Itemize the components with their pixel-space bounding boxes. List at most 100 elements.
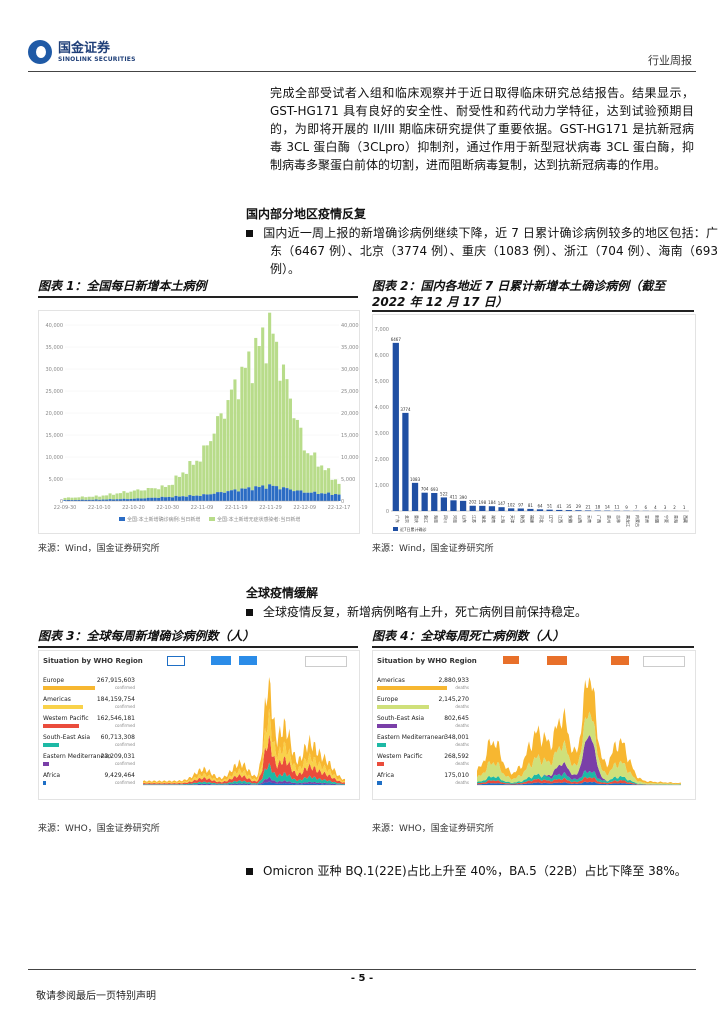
- fig1-confirmed-bar: [125, 499, 129, 501]
- fig1-confirmed-bar: [257, 487, 261, 501]
- fig1-confirmed-bar: [212, 493, 216, 501]
- fig3-area-layer: [143, 708, 345, 784]
- fig1-confirmed-bar: [278, 489, 282, 501]
- fig1-asymptomatic-bar: [174, 475, 178, 496]
- fig2-bar: [575, 510, 582, 511]
- fig2-bar: [450, 500, 457, 511]
- fig1-asymptomatic-bar: [157, 489, 161, 498]
- fig1-confirmed-bar: [219, 492, 223, 501]
- fig1-asymptomatic-bar: [105, 495, 109, 500]
- figure4-control-dropdown[interactable]: [643, 656, 685, 667]
- fig1-confirmed-bar: [122, 498, 126, 501]
- fig1-confirmed-bar: [98, 499, 102, 501]
- fig2-bar-label: 1: [683, 505, 686, 510]
- fig2-category-label: 江西: [558, 515, 564, 523]
- fig1-legend-confirmed: 全国:本土新增确诊病例:当日新增: [127, 516, 200, 523]
- fig1-left-tick: 15,000: [46, 433, 64, 439]
- fig2-y-tick: 7,000: [375, 327, 389, 333]
- fig2-bar-label: 81: [528, 503, 534, 508]
- fig1-confirmed-bar: [87, 499, 91, 501]
- fig1-confirmed-bar: [139, 498, 143, 501]
- fig4-area-layer: [477, 776, 681, 785]
- figure3-control-cases[interactable]: [239, 656, 257, 665]
- fig1-asymptomatic-bar: [118, 493, 123, 500]
- fig2-category-label: 贵州: [606, 515, 612, 523]
- fig1-confirmed-bar: [80, 499, 84, 501]
- region-name: Eastern Mediterranean: [377, 734, 446, 741]
- fig1-confirmed-bar: [153, 497, 157, 501]
- region-value: 2,145,270: [438, 696, 469, 703]
- fig1-confirmed-bar: [243, 488, 247, 501]
- fig1-asymptomatic-bar: [195, 460, 199, 496]
- fig2-bar: [546, 509, 553, 511]
- fig1-asymptomatic-bar: [268, 312, 272, 485]
- bullet-domestic-text: 国内近一周上报的新增确诊病例继续下降，近 7 日累计确诊病例较多的地区包括：广东…: [263, 226, 718, 276]
- figure4-control-weekly[interactable]: [547, 656, 567, 665]
- fig1-confirmed-bar: [247, 487, 251, 501]
- fig1-asymptomatic-bar: [261, 327, 265, 486]
- fig2-category-label: 湖南: [491, 515, 497, 523]
- region-bar: [43, 705, 83, 709]
- fig1-asymptomatic-bar: [236, 399, 240, 492]
- region-bar: [43, 724, 79, 728]
- figure3-control-toggle[interactable]: [167, 656, 185, 666]
- region-name: Americas: [377, 677, 405, 684]
- fig2-legend-swatch: [393, 527, 398, 531]
- fig1-confirmed-bar: [216, 492, 220, 501]
- fig1-confirmed-bar: [323, 493, 327, 501]
- fig2-bar-label: 1083: [410, 477, 421, 482]
- fig2-y-tick: 0: [386, 509, 389, 515]
- fig2-bar-label: 522: [440, 491, 448, 496]
- fig2-y-tick: 5,000: [375, 379, 389, 385]
- fig2-category-label: 宁夏: [664, 515, 670, 523]
- section-title-domestic: 国内部分地区疫情反复: [246, 207, 367, 221]
- fig4-area-layer: [477, 770, 681, 785]
- fig2-bar: [508, 508, 515, 511]
- region-name: Eastern Mediterranean: [43, 753, 112, 760]
- fig1-asymptomatic-bar: [91, 496, 95, 500]
- fig2-y-tick: 4,000: [375, 405, 389, 411]
- fig1-confirmed-bar: [306, 492, 310, 501]
- fig2-bar-label: 51: [547, 504, 553, 509]
- bullet-square-icon: [246, 609, 253, 616]
- figure4-control-deaths[interactable]: [611, 656, 629, 665]
- header-divider: [28, 71, 696, 72]
- fig2-bar: [584, 510, 592, 511]
- fig1-right-tick: 20,000: [341, 411, 359, 417]
- figure2-rule: [372, 310, 694, 312]
- figure3-control-dropdown[interactable]: [305, 656, 347, 667]
- region-value: 348,001: [444, 734, 469, 741]
- figure4-svg: [477, 677, 681, 786]
- fig2-bar-label: 147: [498, 501, 506, 506]
- fig1-confirmed-bar: [205, 494, 209, 501]
- report-type: 行业周报: [648, 54, 692, 67]
- fig1-asymptomatic-bar: [122, 491, 126, 499]
- fig2-bar-label: 18: [595, 505, 601, 510]
- fig1-confirmed-bar: [160, 496, 164, 501]
- fig1-confirmed-bar: [236, 491, 240, 501]
- fig3-area-layer: [143, 677, 345, 783]
- region-sub-label: confirmed: [114, 742, 135, 747]
- region-sub-label: deaths: [455, 723, 469, 728]
- region-value: 184,159,754: [96, 696, 135, 703]
- fig1-confirmed-bar: [313, 491, 317, 501]
- figure4-chart: Situation by WHO Region Americas 2,880,93…: [372, 650, 696, 800]
- fig2-category-label: 四川: [443, 515, 448, 523]
- fig1-right-tick: 35,000: [341, 345, 359, 351]
- figure4-rule: [372, 646, 694, 648]
- figure4-control-toggle[interactable]: [503, 656, 519, 664]
- region-value: 2,880,933: [438, 677, 469, 684]
- fig1-asymptomatic-bar: [288, 398, 292, 490]
- figure2-source: 来源：Wind，国金证券研究所: [372, 544, 494, 554]
- fig1-confirmed-bar: [188, 495, 192, 501]
- fig1-asymptomatic-bar: [181, 472, 185, 497]
- fig1-asymptomatic-bar: [271, 333, 275, 486]
- fig1-asymptomatic-bar: [164, 486, 168, 498]
- region-value: 175,010: [444, 772, 469, 779]
- figure3-control-weekly[interactable]: [211, 656, 231, 665]
- fig3-area-layer: [143, 776, 345, 785]
- region-bar: [377, 781, 382, 785]
- region-name: Western Pacific: [43, 715, 89, 722]
- fig1-asymptomatic-bar: [337, 483, 341, 495]
- fig1-asymptomatic-bar: [292, 418, 296, 492]
